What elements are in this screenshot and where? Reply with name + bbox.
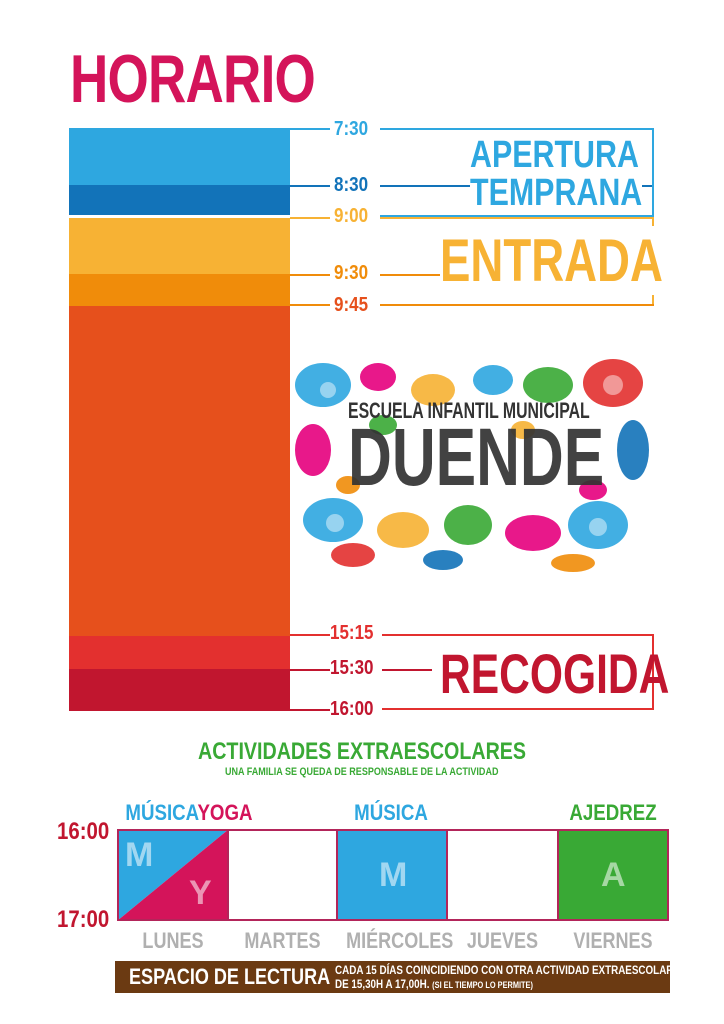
line-1530-right [382, 669, 432, 671]
line-0830 [290, 185, 330, 187]
recogida-label: RECOGIDA [440, 642, 670, 705]
bar-jornada [69, 306, 290, 636]
bar-entrada-dark [69, 274, 290, 306]
line-0900 [290, 217, 330, 219]
time-0730: 7:30 [334, 118, 369, 140]
apertura-line1: APERTURA [470, 134, 639, 176]
cell-lunes [117, 829, 229, 921]
bar-apertura [69, 128, 290, 185]
bar-entrada [69, 218, 290, 274]
paint-handprints-image [293, 355, 650, 573]
letter-m-lunes: M [125, 836, 154, 874]
split-musica-yoga [117, 829, 229, 921]
activities-subtitle: UNA FAMILIA SE QUEDA DE RESPONSABLE DE L… [225, 766, 499, 778]
bar-recogida-dark [69, 669, 290, 711]
school-logo: ESCUELA INFANTIL MUNICIPAL DUENDE [293, 355, 650, 573]
box-recogida [382, 634, 654, 710]
letter-y-lunes: Y [189, 874, 212, 912]
time-0830: 8:30 [334, 174, 369, 196]
day-martes: MARTES [244, 928, 321, 953]
time-0930: 9:30 [334, 262, 369, 284]
line-0730 [290, 128, 330, 130]
bar-recogida [69, 636, 290, 669]
line-1515 [290, 634, 330, 636]
line-0930 [290, 274, 330, 276]
line-1530 [290, 669, 330, 671]
grid-frame [117, 829, 669, 921]
bar-apertura-dark [69, 185, 290, 215]
hour-start: 16:00 [57, 818, 110, 845]
line-1600 [290, 709, 330, 711]
day-viernes: VIERNES [573, 928, 653, 953]
day-jueves: JUEVES [466, 928, 539, 953]
label-musica-yoga: MÚSICAYOGA [125, 800, 253, 825]
lectura-description-2: DE 15,30H A 17,00H. (SI EL TIEMPO LO PER… [335, 977, 533, 991]
page-title: HORARIO [70, 41, 316, 117]
logo-line2: DUENDE [348, 412, 605, 503]
logo-line1: ESCUELA INFANTIL MUNICIPAL [348, 398, 590, 423]
box-apertura [380, 128, 654, 217]
day-lunes: LUNES [142, 928, 204, 953]
entrada-label: ENTRADA [440, 226, 663, 295]
day-miercoles: MIÉRCOLES [346, 928, 454, 953]
line-0945-right [380, 304, 654, 306]
time-1600: 16:00 [330, 698, 374, 720]
time-1515: 15:15 [330, 622, 374, 644]
lectura-description-1: CADA 15 DÍAS COINCIDIENDO CON OTRA ACTIV… [335, 963, 674, 977]
apertura-line2: TEMPRANA [470, 172, 643, 215]
label-musica: MÚSICA [354, 800, 428, 825]
label-ajedrez: AJEDREZ [569, 800, 657, 825]
lectura-title: ESPACIO DE LECTURA [129, 964, 331, 989]
hour-end: 17:00 [57, 906, 110, 933]
lectura-banner [115, 961, 670, 993]
letter-m-miercoles: M [379, 856, 408, 894]
letter-a-viernes: A [601, 856, 626, 894]
time-0945: 9:45 [334, 294, 369, 316]
time-0900: 9:00 [334, 205, 369, 227]
line-0945 [290, 304, 330, 306]
activities-title: ACTIVIDADES EXTRAESCOLARES [197, 738, 527, 765]
time-1530: 15:30 [330, 657, 374, 679]
